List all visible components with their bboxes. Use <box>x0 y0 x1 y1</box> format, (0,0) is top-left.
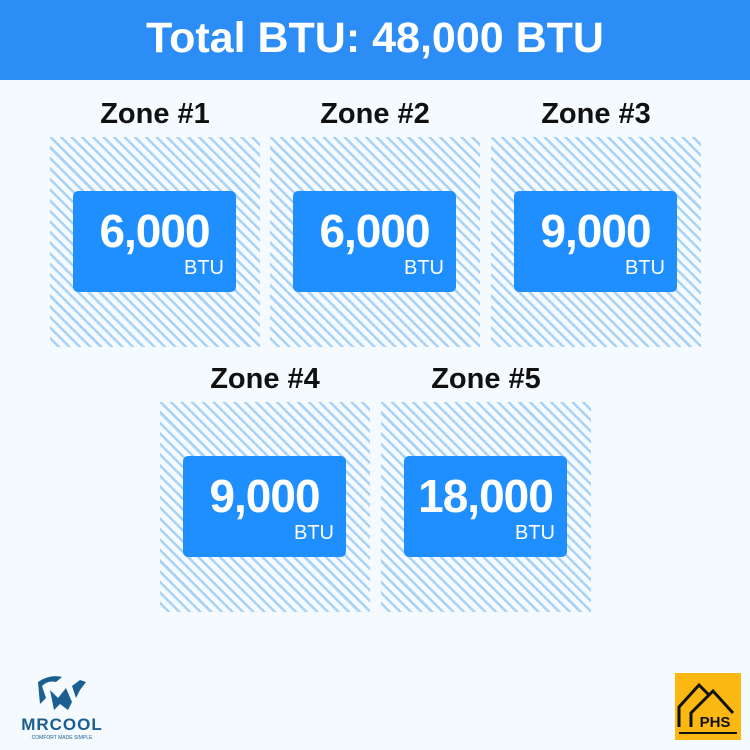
zone-1-label: Zone #1 <box>100 98 210 130</box>
zone-3-value: 9,000 <box>540 205 651 257</box>
zone-2-label: Zone #2 <box>320 98 430 130</box>
zone-2-unit: BTU <box>404 257 444 279</box>
page-title: Total BTU: 48,000 BTU <box>0 0 750 80</box>
zone-2: 6,000 BTU <box>270 137 480 347</box>
phs-logo: PHS <box>675 673 741 740</box>
zone-5-unit: BTU <box>515 522 555 544</box>
zone-2-value: 6,000 <box>319 205 430 257</box>
zone-1-unit: BTU <box>184 257 224 279</box>
zone-4-label: Zone #4 <box>210 363 320 395</box>
zone-4-unit: BTU <box>294 522 334 544</box>
zone-4: 9,000 BTU <box>160 402 370 612</box>
zone-3-btu-card: 9,000 BTU <box>514 191 677 292</box>
svg-text:COMFORT MADE SIMPLE: COMFORT MADE SIMPLE <box>32 735 93 741</box>
zone-1: 6,000 BTU <box>50 137 260 347</box>
svg-text:MRCOOL: MRCOOL <box>21 715 103 734</box>
zone-5-label: Zone #5 <box>431 363 541 395</box>
mrcool-logo: MRCOOL COMFORT MADE SIMPLE <box>21 676 103 741</box>
zone-1-value: 6,000 <box>99 205 210 257</box>
zone-5-btu-card: 18,000 BTU <box>404 456 567 557</box>
zone-3: 9,000 BTU <box>491 137 701 347</box>
zone-4-value: 9,000 <box>209 470 320 522</box>
svg-text:PHS: PHS <box>700 714 731 731</box>
zone-4-btu-card: 9,000 BTU <box>183 456 346 557</box>
zone-3-unit: BTU <box>625 257 665 279</box>
zone-1-btu-card: 6,000 BTU <box>73 191 236 292</box>
zone-5-value: 18,000 <box>418 470 554 522</box>
zone-2-btu-card: 6,000 BTU <box>293 191 456 292</box>
zone-3-label: Zone #3 <box>541 98 651 130</box>
zone-5: 18,000 BTU <box>381 402 591 612</box>
